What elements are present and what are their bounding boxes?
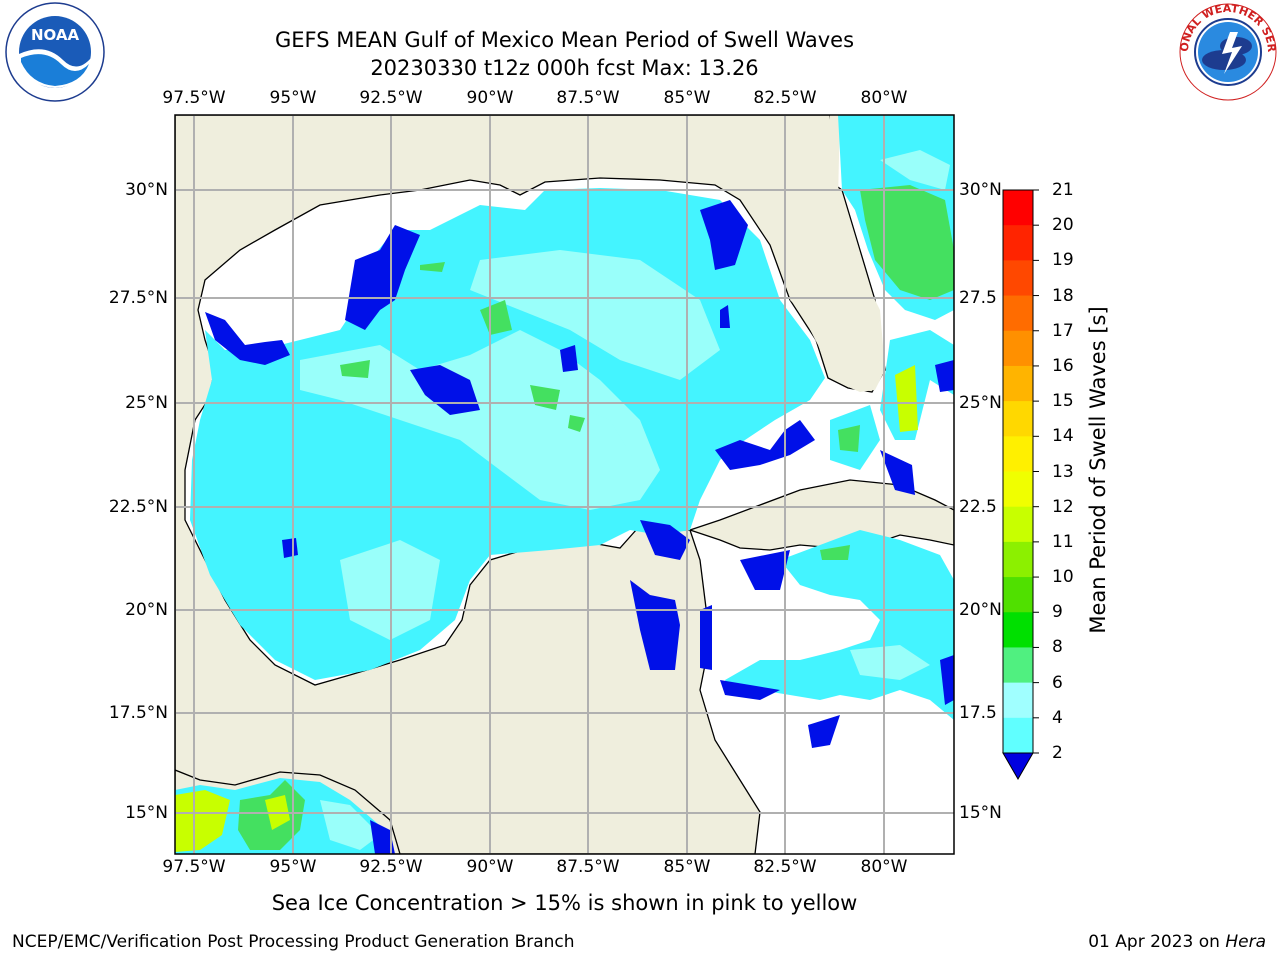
colorbar-tick-label: 19 (1052, 250, 1074, 271)
colorbar-segment (1003, 506, 1033, 543)
machine-name: Hera (1225, 932, 1266, 952)
noaa-logo: NOAA (5, 2, 105, 106)
lon-label-top: 97.5°W (162, 88, 226, 108)
colorbar-label: Mean Period of Swell Waves [s] (1086, 306, 1110, 634)
colorbar-tick-label: 10 (1052, 567, 1074, 588)
lat-label-right: 27.5 (959, 288, 997, 308)
date-stamp: 01 Apr 2023 on Hera (1088, 932, 1266, 952)
map-frame (174, 114, 955, 855)
colorbar-tick-label: 21 (1052, 180, 1074, 200)
lat-label-left: 30°N (125, 180, 168, 200)
lon-label-bottom: 87.5°W (556, 857, 620, 877)
colorbar (1002, 189, 1039, 781)
lon-label-bottom: 95°W (269, 857, 317, 877)
lat-label-left: 27.5°N (108, 288, 168, 308)
colorbar-segment (1003, 260, 1033, 297)
lat-label-left: 15°N (125, 803, 168, 823)
colorbar-segment (1003, 225, 1033, 261)
colorbar-segment (1003, 330, 1033, 367)
lat-label-left: 22.5°N (108, 497, 168, 517)
colorbar-extend-arrow (1002, 752, 1034, 781)
colorbar-segment (1003, 577, 1033, 613)
colorbar-tick-label: 2 (1052, 743, 1063, 763)
lon-label-bottom: 92.5°W (359, 857, 423, 877)
lon-label-top: 80°W (860, 88, 908, 108)
lon-label-top: 87.5°W (556, 88, 620, 108)
colorbar-segment (1003, 190, 1033, 226)
lat-label-right: 22.5 (959, 497, 997, 517)
lat-label-right: 17.5 (959, 703, 997, 723)
nws-logo: NATIONAL WEATHER SERVICE (1173, 0, 1278, 106)
lon-label-top: 90°W (466, 88, 514, 108)
lon-label-top: 82.5°W (753, 88, 817, 108)
lon-label-top: 85°W (663, 88, 711, 108)
lon-label-bottom: 97.5°W (162, 857, 226, 877)
colorbar-segment (1003, 541, 1033, 578)
colorbar-segment (1003, 717, 1033, 754)
colorbar-tick-label: 12 (1052, 496, 1074, 517)
colorbar-tick-label: 11 (1052, 531, 1074, 552)
lon-label-bottom: 80°W (860, 857, 908, 877)
colorbar-segment (1003, 612, 1033, 648)
lat-label-right: 30°N (959, 180, 1002, 200)
colorbar-segment (1003, 295, 1033, 332)
colorbar-tick-label: 8 (1052, 637, 1063, 658)
colorbar-tick-label: 15 (1052, 391, 1074, 412)
colorbar-segment (1003, 436, 1033, 472)
chart-title: GEFS MEAN Gulf of Mexico Mean Period of … (274, 28, 855, 52)
lon-label-top: 95°W (269, 88, 317, 108)
lat-label-left: 25°N (125, 393, 168, 413)
colorbar-tick-label: 17 (1052, 320, 1074, 341)
lon-label-bottom: 85°W (663, 857, 711, 877)
grid (175, 115, 954, 854)
colorbar-tick-label: 20 (1052, 215, 1074, 236)
credit-text: NCEP/EMC/Verification Post Processing Pr… (12, 932, 575, 952)
colorbar-segment (1003, 365, 1033, 402)
colorbar-segment (1003, 401, 1033, 437)
lat-label-left: 20°N (125, 600, 168, 620)
colorbar-tick-label: 9 (1052, 602, 1063, 623)
chart-subtitle: 20230330 t12z 000h fcst Max: 13.26 (370, 56, 759, 80)
colorbar-tick-label: 13 (1052, 461, 1074, 482)
colorbar-segment (1003, 682, 1033, 719)
colorbar-tick-label: 16 (1052, 355, 1074, 376)
colorbar-tick-label: 6 (1052, 672, 1063, 693)
swell-field (175, 115, 954, 854)
colorbar-tick-label: 4 (1052, 707, 1063, 728)
lon-label-top: 92.5°W (359, 88, 423, 108)
lat-label-right: 20°N (959, 600, 1002, 620)
colorbar-tick-label: 14 (1052, 426, 1074, 447)
lat-label-left: 17.5°N (108, 703, 168, 723)
sea-ice-note: Sea Ice Concentration > 15% is shown in … (271, 891, 858, 915)
lon-label-bottom: 90°W (466, 857, 514, 877)
colorbar-segment (1003, 647, 1033, 684)
svg-text:NOAA: NOAA (31, 26, 80, 44)
colorbar-segment (1003, 471, 1033, 508)
lat-label-right: 15°N (959, 803, 1002, 823)
colorbar-tick-label: 18 (1052, 285, 1074, 306)
lat-label-right: 25°N (959, 393, 1002, 413)
lon-label-bottom: 82.5°W (753, 857, 817, 877)
